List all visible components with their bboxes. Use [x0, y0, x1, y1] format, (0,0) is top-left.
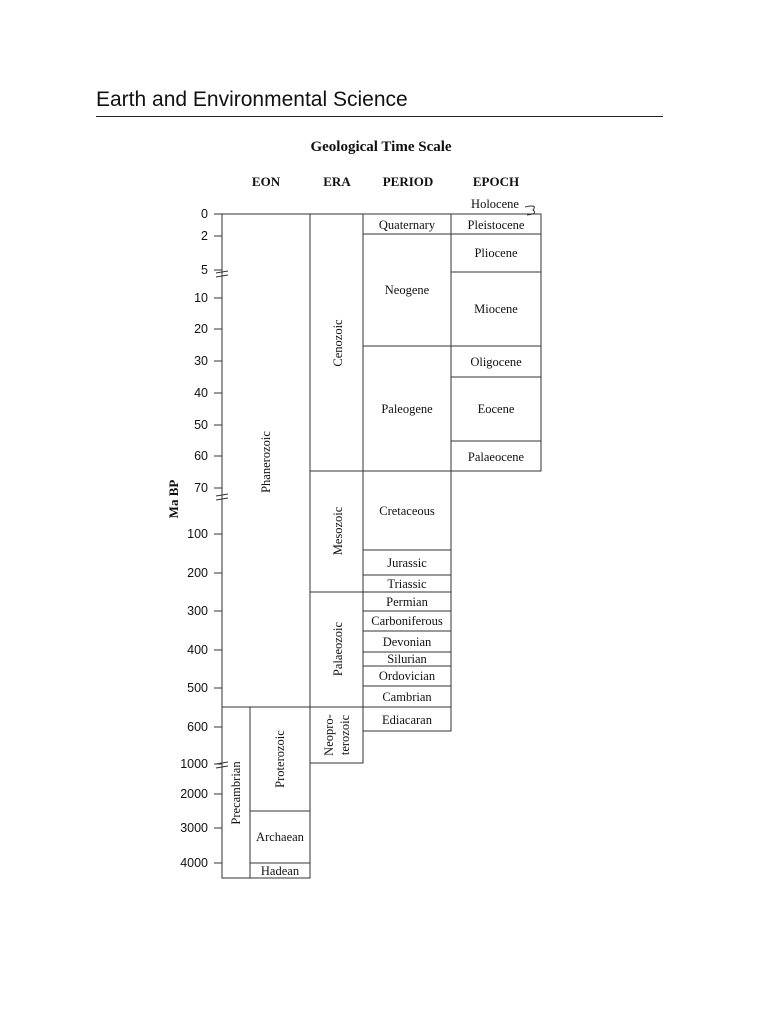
- svg-text:10: 10: [194, 291, 208, 305]
- svg-text:3000: 3000: [180, 821, 208, 835]
- period-paleogene: Paleogene: [381, 402, 433, 416]
- epoch-eocene: Eocene: [478, 402, 515, 416]
- tick-70: 70: [194, 481, 222, 495]
- svg-text:50: 50: [194, 418, 208, 432]
- tick-60: 60: [194, 449, 222, 463]
- hadean-box: [249, 862, 311, 879]
- tick-3000: 3000: [180, 821, 222, 835]
- period-neogene: Neogene: [385, 283, 430, 297]
- tick-50: 50: [194, 418, 222, 432]
- tick-600: 600: [187, 720, 222, 734]
- tick-200: 200: [187, 566, 222, 580]
- svg-text:2000: 2000: [180, 787, 208, 801]
- header-era: ERA: [323, 174, 351, 189]
- tick-20: 20: [194, 322, 222, 336]
- epoch-miocene: Miocene: [474, 302, 518, 316]
- tick-30: 30: [194, 354, 222, 368]
- era-cenozoic: Cenozoic: [331, 319, 345, 367]
- era-column: Cenozoic Mesozoic Palaeozoic Neopro- ter…: [309, 213, 364, 764]
- period-carboniferous: Carboniferous: [371, 614, 443, 628]
- svg-text:70: 70: [194, 481, 208, 495]
- page-header: Earth and Environmental Science: [96, 88, 408, 111]
- era-neoproterozoic-box: [309, 706, 364, 764]
- svg-text:600: 600: [187, 720, 208, 734]
- period-ediacaran: Ediacaran: [382, 713, 433, 727]
- eon-precambrian: Precambrian: [229, 761, 243, 825]
- tick-300: 300: [187, 604, 222, 618]
- svg-text:200: 200: [187, 566, 208, 580]
- era-neoproterozoic-line1: Neopro-: [322, 714, 336, 756]
- epoch-palaeocene-box: [450, 440, 542, 472]
- eon-column: Phanerozoic Precambrian Proterozoic Arch…: [221, 213, 311, 879]
- tick-40: 40: [194, 386, 222, 400]
- period-ordovician: Ordovician: [379, 669, 436, 683]
- period-jurassic: Jurassic: [387, 556, 427, 570]
- svg-text:60: 60: [194, 449, 208, 463]
- tick-2000: 2000: [180, 787, 222, 801]
- svg-text:30: 30: [194, 354, 208, 368]
- era-mesozoic: Mesozoic: [331, 506, 345, 555]
- period-devonian: Devonian: [383, 635, 432, 649]
- diagram-title: Geological Time Scale: [310, 139, 451, 155]
- hadean: Hadean: [261, 864, 300, 878]
- header-period: PERIOD: [383, 174, 434, 189]
- svg-text:40: 40: [194, 386, 208, 400]
- tick-5: 5: [201, 263, 222, 277]
- tick-2: 2: [201, 229, 222, 243]
- y-ticks: 0 2 5 10 20 30 40 50 60 70 100 200 300 4…: [180, 207, 222, 870]
- period-ediacaran-box: [362, 706, 452, 732]
- period-silurian: Silurian: [387, 652, 427, 666]
- period-cambrian: Cambrian: [382, 690, 432, 704]
- epoch-pliocene: Pliocene: [474, 246, 517, 260]
- epoch-pleistocene: Pleistocene: [468, 218, 525, 232]
- svg-text:500: 500: [187, 681, 208, 695]
- tick-1000: 1000: [180, 757, 222, 771]
- eon-phanerozoic: Phanerozoic: [259, 431, 273, 493]
- header-eon: EON: [252, 174, 281, 189]
- tick-4000: 4000: [180, 856, 222, 870]
- svg-text:4000: 4000: [180, 856, 208, 870]
- epoch-holocene: Holocene: [471, 197, 519, 211]
- period-permian: Permian: [386, 595, 428, 609]
- archaean: Archaean: [256, 830, 305, 844]
- svg-text:1000: 1000: [180, 757, 208, 771]
- y-axis-label: Ma BP: [166, 480, 181, 519]
- era-neoproterozoic-line2: terozoic: [338, 714, 352, 755]
- period-column: Quaternary Neogene Paleogene Cretaceous …: [362, 213, 452, 732]
- tick-10: 10: [194, 291, 222, 305]
- header-epoch: EPOCH: [473, 174, 519, 189]
- tick-100: 100: [187, 527, 222, 541]
- epoch-palaeocene: Palaeocene: [468, 450, 525, 464]
- epoch-column: Holocene Pleistocene Pliocene Miocene Ol…: [450, 197, 542, 472]
- era-palaeozoic: Palaeozoic: [331, 621, 345, 676]
- epoch-oligocene: Oligocene: [470, 355, 522, 369]
- proterozoic: Proterozoic: [273, 730, 287, 788]
- period-cretaceous: Cretaceous: [379, 504, 435, 518]
- period-triassic: Triassic: [387, 577, 427, 591]
- svg-text:2: 2: [201, 229, 208, 243]
- period-quaternary: Quaternary: [379, 218, 436, 232]
- tick-500: 500: [187, 681, 222, 695]
- svg-text:300: 300: [187, 604, 208, 618]
- svg-text:400: 400: [187, 643, 208, 657]
- header-rule: [96, 116, 663, 117]
- tick-0: 0: [201, 207, 222, 221]
- svg-text:20: 20: [194, 322, 208, 336]
- svg-text:100: 100: [187, 527, 208, 541]
- svg-text:5: 5: [201, 263, 208, 277]
- tick-400: 400: [187, 643, 222, 657]
- svg-text:0: 0: [201, 207, 208, 221]
